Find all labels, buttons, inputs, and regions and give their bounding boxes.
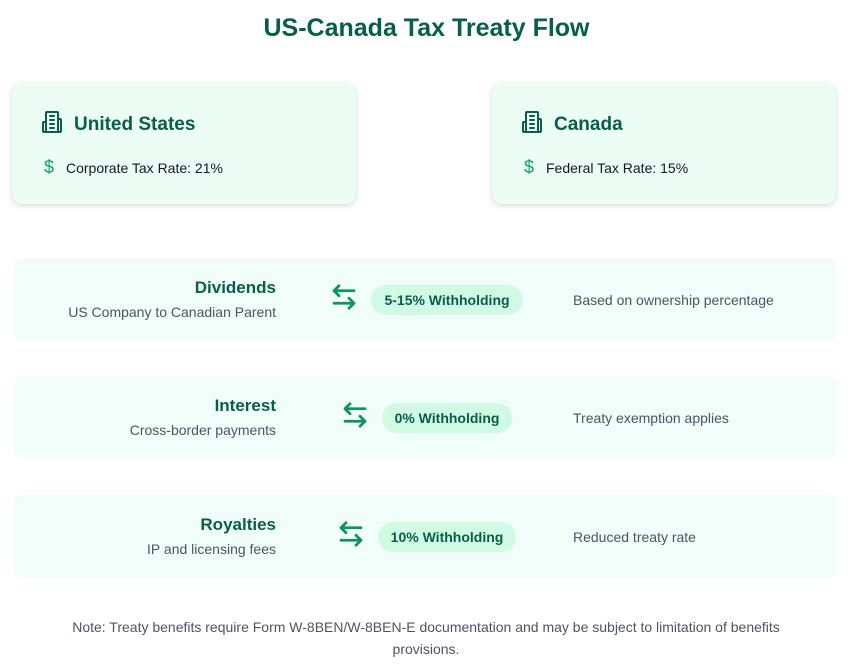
withholding-badge: 0% Withholding	[381, 402, 513, 433]
exchange-arrows-icon	[336, 519, 366, 554]
flow-row: Interest Cross-border payments 0% Withhol…	[14, 376, 836, 459]
flow-subtitle: US Company to Canadian Parent	[68, 304, 276, 320]
tax-rate: Corporate Tax Rate: 21%	[66, 159, 223, 176]
building-icon	[40, 110, 64, 139]
dollar-icon: $	[43, 157, 54, 177]
country-name: Canada	[554, 113, 623, 135]
flow-name: Dividends	[194, 278, 276, 297]
building-icon	[520, 110, 544, 139]
flow-subtitle: IP and licensing fees	[147, 541, 276, 557]
country-name: United States	[74, 113, 196, 135]
flow-row: Royalties IP and licensing fees 10% Withh…	[14, 495, 836, 578]
flow-row: Dividends US Company to Canadian Parent 5…	[14, 258, 836, 341]
flow-name: Royalties	[200, 515, 276, 534]
flow-subtitle: Cross-border payments	[129, 422, 276, 438]
tax-rate: Federal Tax Rate: 15%	[546, 159, 689, 176]
country-card: Canada $ Federal Tax Rate: 15%	[492, 82, 836, 204]
flow-description: Based on ownership percentage	[573, 291, 774, 308]
flow-name: Interest	[214, 396, 276, 415]
withholding-badge: 10% Withholding	[377, 521, 517, 552]
dollar-icon: $	[523, 157, 534, 177]
exchange-arrows-icon	[340, 400, 370, 435]
withholding-badge: 5-15% Withholding	[371, 284, 523, 315]
page-title: US-Canada Tax Treaty Flow	[263, 14, 590, 42]
exchange-arrows-icon	[329, 282, 359, 317]
flow-description: Treaty exemption applies	[573, 409, 729, 426]
footnote: Note: Treaty benefits require Form W-8BE…	[72, 619, 780, 657]
country-card: United States $ Corporate Tax Rate: 21%	[12, 82, 356, 204]
flow-description: Reduced treaty rate	[573, 528, 696, 545]
